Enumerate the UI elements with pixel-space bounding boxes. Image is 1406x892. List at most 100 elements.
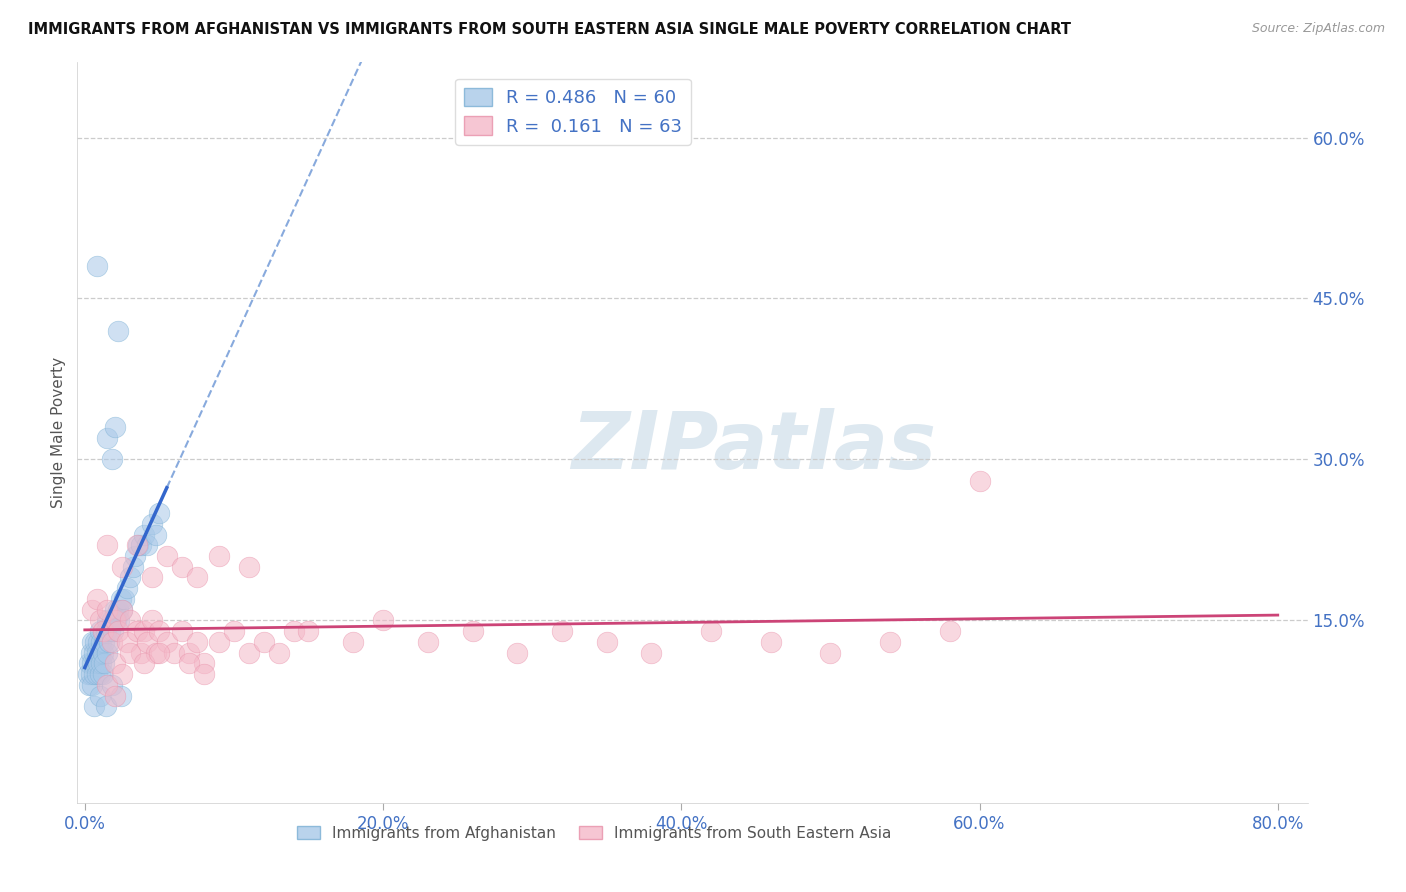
Point (83, 646, 105, 660)
Point (156, 549, 179, 563)
Point (96, 614, 118, 628)
Point (131, 646, 153, 660)
Point (89, 646, 111, 660)
Point (134, 624, 156, 639)
Point (107, 602, 129, 616)
Point (969, 474, 991, 488)
Point (238, 559, 260, 574)
Point (86, 260, 108, 274)
Point (100, 614, 122, 628)
Point (101, 624, 124, 639)
Point (371, 614, 394, 628)
Point (91, 624, 114, 639)
Point (108, 614, 131, 628)
Point (94, 624, 117, 639)
Point (297, 624, 319, 639)
Point (700, 624, 723, 639)
Point (84, 657, 107, 671)
Point (82, 657, 104, 671)
Point (759, 635, 782, 649)
Point (94, 699, 117, 714)
Point (77, 657, 100, 671)
Point (134, 657, 156, 671)
Point (96, 538, 118, 552)
Point (131, 538, 153, 552)
Point (179, 657, 201, 671)
Point (107, 324, 129, 338)
Point (115, 581, 138, 595)
Point (89, 667, 111, 681)
Point (148, 506, 170, 520)
Point (596, 635, 619, 649)
Point (118, 570, 141, 584)
Point (179, 646, 201, 660)
Point (87, 635, 110, 649)
Point (86, 591, 108, 606)
Point (253, 635, 276, 649)
Point (100, 452, 122, 467)
Point (238, 646, 260, 660)
Point (136, 538, 159, 552)
Point (77, 678, 100, 692)
Point (104, 602, 127, 616)
Point (170, 624, 193, 639)
Point (121, 559, 143, 574)
Point (148, 646, 170, 660)
Y-axis label: Single Male Poverty: Single Male Poverty (51, 357, 66, 508)
Point (163, 646, 186, 660)
Point (76, 667, 98, 681)
Point (148, 624, 170, 639)
Point (283, 624, 305, 639)
Point (86, 667, 108, 681)
Point (100, 678, 122, 692)
Point (83, 667, 105, 681)
Point (80, 667, 103, 681)
Point (111, 667, 134, 681)
Text: IMMIGRANTS FROM AFGHANISTAN VS IMMIGRANTS FROM SOUTH EASTERN ASIA SINGLE MALE PO: IMMIGRANTS FROM AFGHANISTAN VS IMMIGRANT… (28, 22, 1071, 37)
Point (112, 591, 135, 606)
Point (82, 602, 104, 616)
Legend: Immigrants from Afghanistan, Immigrants from South Eastern Asia: Immigrants from Afghanistan, Immigrants … (291, 820, 897, 847)
Point (110, 689, 132, 703)
Point (145, 527, 167, 541)
Point (107, 624, 129, 639)
Point (82, 635, 104, 649)
Point (156, 635, 179, 649)
Point (84, 635, 107, 649)
Point (208, 635, 231, 649)
Point (104, 657, 127, 671)
Point (124, 549, 146, 563)
Point (640, 646, 662, 660)
Point (86, 646, 108, 660)
Point (938, 624, 960, 639)
Point (89, 614, 111, 628)
Point (91, 646, 114, 660)
Point (193, 657, 215, 671)
Point (145, 646, 167, 660)
Point (93, 635, 115, 649)
Point (125, 538, 148, 552)
Point (96, 431, 118, 445)
Point (170, 559, 193, 574)
Point (104, 689, 127, 703)
Point (104, 614, 127, 628)
Point (141, 614, 163, 628)
Point (193, 667, 215, 681)
Text: Source: ZipAtlas.com: Source: ZipAtlas.com (1251, 22, 1385, 36)
Point (416, 635, 439, 649)
Point (118, 646, 141, 660)
Point (267, 646, 290, 660)
Point (111, 559, 134, 574)
Point (879, 635, 901, 649)
Point (93, 657, 115, 671)
Point (87, 657, 110, 671)
Point (89, 689, 111, 703)
Point (96, 602, 118, 616)
Point (90, 635, 112, 649)
Point (506, 646, 529, 660)
Point (186, 635, 208, 649)
Point (89, 624, 111, 639)
Point (110, 591, 132, 606)
Point (91, 667, 114, 681)
Point (104, 420, 127, 434)
